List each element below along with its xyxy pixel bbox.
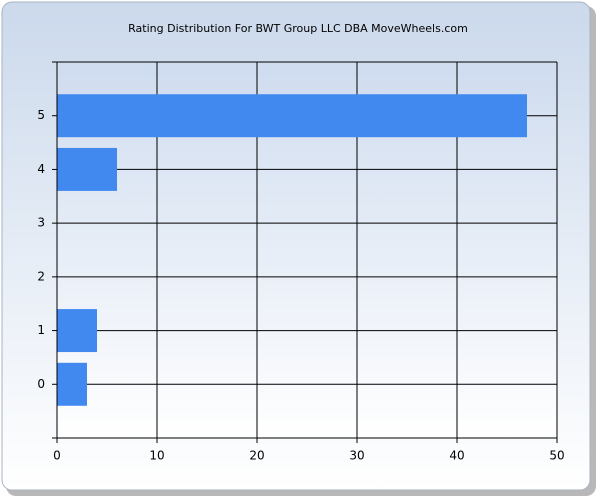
x-tick-label: 30 (349, 449, 364, 463)
bar (57, 362, 87, 406)
x-tick-label: 20 (249, 449, 264, 463)
bar (57, 147, 117, 191)
y-tick-label: 4 (37, 162, 45, 176)
x-tick-label: 0 (53, 449, 61, 463)
y-tick-label: 3 (37, 216, 45, 230)
y-tick-label: 2 (37, 269, 45, 283)
x-tick-label: 50 (549, 449, 564, 463)
y-tick-label: 5 (37, 108, 45, 122)
bar (57, 94, 527, 138)
chart-title: Rating Distribution For BWT Group LLC DB… (128, 22, 468, 35)
y-tick-label: 0 (37, 377, 45, 391)
bar (57, 309, 97, 353)
x-tick-label: 10 (149, 449, 164, 463)
x-tick-label: 40 (449, 449, 464, 463)
y-tick-label: 1 (37, 323, 45, 337)
